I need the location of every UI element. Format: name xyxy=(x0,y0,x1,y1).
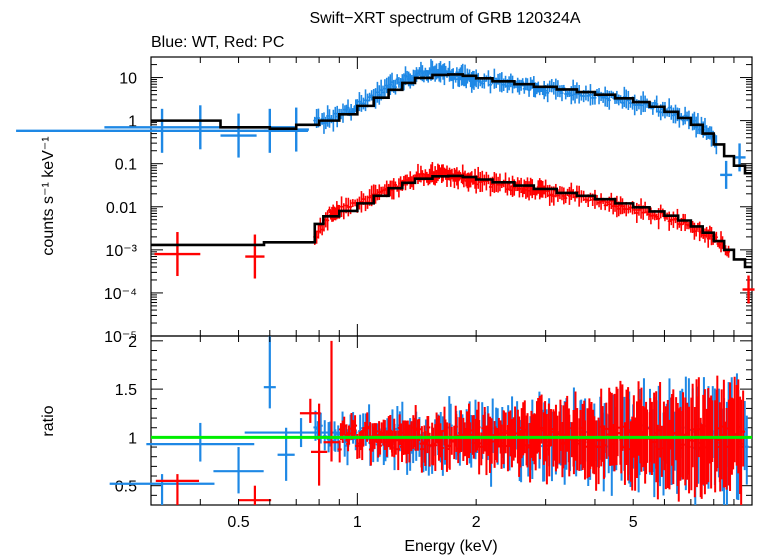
spectrum-panel: 10 1 0.1 0.01 10⁻³ 10⁻⁴ 10⁻⁵ counts s⁻¹ keV⁻¹ xyxy=(16,56,755,346)
y-tick-label: 0.5 xyxy=(115,479,137,496)
spectrum-ticks: 10 1 0.1 0.01 10⁻³ 10⁻⁴ 10⁻⁵ xyxy=(104,56,752,346)
y-tick-label: 1 xyxy=(128,114,137,131)
spectrum-frame xyxy=(150,56,753,337)
y-tick-label: 10⁻⁵ xyxy=(104,329,137,346)
ratio-panel: 0.5 1 1.5 2 ratio xyxy=(40,334,753,506)
y-tick-label: 10⁻⁴ xyxy=(104,286,137,303)
y-tick-label: 0.01 xyxy=(106,200,137,217)
y-tick-label: 10⁻³ xyxy=(105,243,137,260)
ratio-series xyxy=(109,336,752,505)
chart-title: Swift−XRT spectrum of GRB 120324A xyxy=(309,10,580,27)
x-tick-label: 1 xyxy=(353,514,362,531)
y-tick-label: 1 xyxy=(128,430,137,447)
x-tick-label: 0.5 xyxy=(227,514,249,531)
y-tick-label: 1.5 xyxy=(115,382,137,399)
x-axis-ticks: 0.5 1 2 5 xyxy=(150,57,753,531)
ratio-frame xyxy=(150,335,753,506)
model-curve xyxy=(151,174,752,269)
y-tick-label: 10 xyxy=(119,71,137,88)
spectrum-series xyxy=(16,59,755,304)
model-curve xyxy=(151,73,752,175)
ratio-y-label: ratio xyxy=(40,405,57,436)
x-tick-label: 5 xyxy=(629,514,638,531)
spectrum-y-label: counts s⁻¹ keV⁻¹ xyxy=(40,136,57,255)
chart-subtitle: Blue: WT, Red: PC xyxy=(151,34,284,51)
x-axis-label: Energy (keV) xyxy=(404,538,497,555)
y-tick-label: 0.1 xyxy=(115,157,137,174)
y-tick-label: 2 xyxy=(128,334,137,351)
x-tick-label: 2 xyxy=(472,514,481,531)
